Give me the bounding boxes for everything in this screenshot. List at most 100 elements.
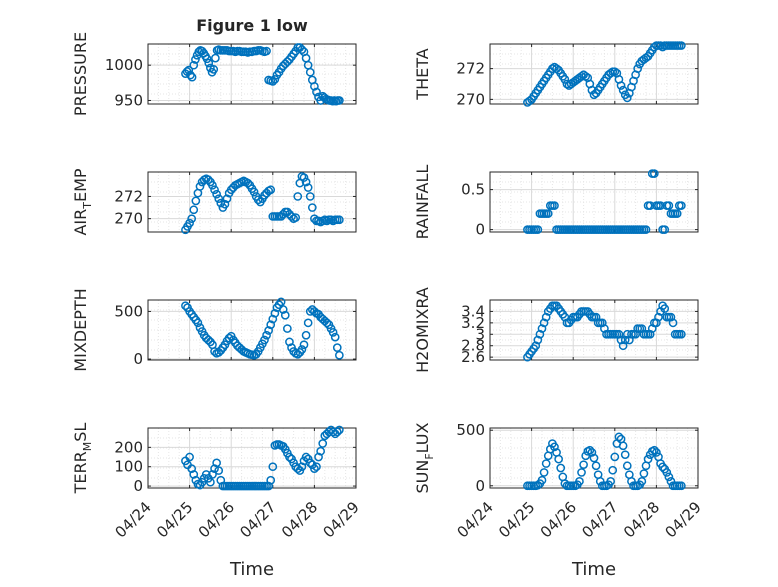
pressure-axes-box xyxy=(147,43,357,105)
subplot-theta: 270 272 THETA xyxy=(413,41,699,108)
terr-msl-data-point xyxy=(332,427,342,437)
mixdepth-data-point xyxy=(270,308,280,318)
theta-data-point xyxy=(610,67,620,77)
air-temp-data-point xyxy=(208,180,217,190)
rainfall-data-point xyxy=(645,201,655,210)
h2omixra-data-point xyxy=(666,312,676,322)
h2omixra-data-point xyxy=(637,324,647,333)
terr-msl-ylabel: TERRMSL xyxy=(71,423,94,495)
theta-ytick-label: 270 xyxy=(456,90,485,108)
pressure-data-point xyxy=(204,58,214,68)
pressure-data-point xyxy=(186,70,195,80)
mixdepth-data-point xyxy=(332,343,342,352)
air-temp-data-point xyxy=(287,212,296,221)
mixdepth-data-point xyxy=(260,335,269,345)
pressure-ylabel: PRESSURE xyxy=(71,32,90,116)
theta-data-point xyxy=(560,75,570,84)
mixdepth-data-point xyxy=(303,318,313,328)
terr-msl-xtick-label: 04/28 xyxy=(278,498,321,541)
rainfall-data-point xyxy=(649,169,659,178)
sun-flux-data-point xyxy=(618,441,628,451)
h2omixra-ytick-label: 3.4 xyxy=(461,302,485,320)
mixdepth-ylabel: MIXDEPTH xyxy=(71,288,90,371)
mixdepth-data-point xyxy=(330,332,340,342)
air-temp-data-point xyxy=(214,194,224,204)
pressure-data-point xyxy=(283,57,292,66)
mixdepth-data-point xyxy=(181,301,190,311)
terr-msl-data-point xyxy=(316,446,325,456)
air-temp-data-point xyxy=(307,203,317,212)
pressure-data-point xyxy=(191,55,200,64)
mixdepth-data-point xyxy=(335,350,344,360)
rainfall-data-point xyxy=(664,201,674,210)
h2omixra-data-point xyxy=(591,312,601,322)
h2omixra-axes-box xyxy=(489,299,699,361)
terr-msl-data-point xyxy=(335,425,344,435)
air-temp-axes-box xyxy=(147,171,357,233)
terr-msl-data-point xyxy=(293,464,303,473)
h2omixra-data-point xyxy=(677,329,686,339)
sun-flux-data-point xyxy=(658,462,667,472)
sun-flux-xtick-label: 04/29 xyxy=(662,498,705,541)
x-axis-label-left: Time xyxy=(229,559,274,580)
subplot-pressure: 950 1000 PRESSURE xyxy=(71,32,357,116)
theta-data-point xyxy=(622,93,632,103)
air-temp-data-point xyxy=(249,187,259,197)
sun-flux-data-point xyxy=(554,454,563,464)
rainfall-ytick-label: 0.5 xyxy=(461,181,485,199)
air-temp-data-point xyxy=(293,192,303,201)
air-temp-data-point xyxy=(278,209,288,219)
theta-data-point xyxy=(677,41,686,50)
sun-flux-data-point xyxy=(639,469,649,478)
mixdepth-data-point xyxy=(322,318,332,328)
pressure-ytick-label: 1000 xyxy=(105,56,143,74)
terr-msl-ytick-label: 200 xyxy=(114,438,143,456)
air-temp-ylabel: AIRTEMP xyxy=(71,168,94,235)
h2omixra-ytick-label: 2.6 xyxy=(461,348,485,366)
sun-flux-data-point xyxy=(537,475,547,485)
h2omixra-data-point xyxy=(600,324,609,333)
h2omixra-data-point xyxy=(645,329,655,339)
subplot-rainfall: 0 0.5 RAINFALL xyxy=(413,165,699,240)
theta-ytick-label: 272 xyxy=(456,60,485,78)
pressure-data-point xyxy=(189,60,199,70)
sun-flux-data-point xyxy=(652,448,661,457)
h2omixra-data-point xyxy=(652,318,661,328)
terr-msl-xtick-label: 04/24 xyxy=(112,498,155,541)
mixdepth-data-point xyxy=(193,318,203,328)
air-temp-data-point xyxy=(203,175,213,185)
air-temp-data-point xyxy=(187,214,197,224)
sun-flux-data-point xyxy=(622,461,632,471)
h2omixra-ytick-label: 3 xyxy=(475,325,485,343)
terr-msl-ytick-label: 0 xyxy=(133,477,143,495)
mixdepth-data-point xyxy=(268,314,278,324)
sun-flux-data-point xyxy=(550,442,559,452)
air-temp-data-point xyxy=(299,173,309,182)
pressure-ytick-label: 950 xyxy=(114,91,143,109)
mixdepth-ytick-label: 0 xyxy=(133,350,143,368)
sun-flux-xtick-label: 04/27 xyxy=(578,498,621,541)
sun-flux-xtick-label: 04/28 xyxy=(620,498,663,541)
air-temp-data-point xyxy=(191,196,201,206)
pressure-data-point xyxy=(194,47,204,57)
h2omixra-data-point xyxy=(533,335,543,345)
rainfall-ylabel: RAINFALL xyxy=(413,165,432,240)
rainfall-data-point xyxy=(677,201,686,210)
air-temp-data-point xyxy=(189,205,199,215)
pressure-data-point xyxy=(335,96,344,105)
rainfall-data-point xyxy=(550,201,559,210)
mixdepth-data-point xyxy=(301,330,311,340)
sun-flux-xtick-label: 04/24 xyxy=(454,498,497,541)
terr-msl-data-point xyxy=(305,458,315,468)
sun-flux-data-point xyxy=(589,453,599,463)
theta-data-point xyxy=(656,41,665,50)
sun-flux-data-point xyxy=(575,476,584,486)
pressure-data-point xyxy=(297,45,307,54)
subplot-air-temp: 270 272 AIRTEMP xyxy=(71,168,357,236)
terr-msl-ytick-label: 100 xyxy=(114,458,143,476)
air-temp-data-point xyxy=(335,215,344,225)
subplot-mixdepth: 0 500 MIXDEPTH xyxy=(71,288,357,372)
pressure-data-point xyxy=(211,53,220,63)
sun-flux-xtick-label: 04/26 xyxy=(537,498,580,541)
terr-msl-axes-box xyxy=(147,427,357,489)
